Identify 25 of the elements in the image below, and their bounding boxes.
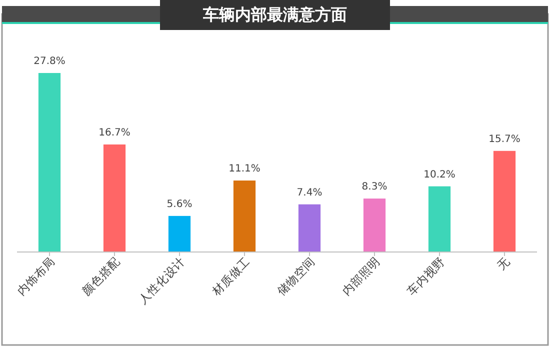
x-tick-label: 内饰布局 <box>14 254 58 298</box>
bar <box>233 180 256 252</box>
x-tick-label: 人性化设计 <box>136 254 188 307</box>
x-tick-label: 无 <box>494 254 513 273</box>
bar <box>493 150 516 252</box>
bar <box>298 204 321 252</box>
data-label: 8.3% <box>362 182 388 193</box>
bar <box>428 186 451 252</box>
data-label: 10.2% <box>424 169 456 180</box>
data-label: 15.7% <box>488 134 520 145</box>
x-tick-label: 颜色搭配 <box>79 254 123 298</box>
bar <box>363 198 386 252</box>
data-label: 11.1% <box>228 164 260 175</box>
bar <box>168 216 191 252</box>
bar <box>38 73 61 252</box>
x-tick-label: 材质做工 <box>208 254 253 299</box>
x-tick-label: 内部照明 <box>339 254 383 298</box>
chart-title: 车辆内部最满意方面 <box>202 5 347 24</box>
x-tick-label: 车内视野 <box>404 254 448 298</box>
data-label: 27.8% <box>34 56 66 67</box>
data-label: 5.6% <box>166 198 192 210</box>
data-label: 16.7% <box>98 127 130 138</box>
x-tick-label: 储物空间 <box>274 254 318 298</box>
data-label: 7.4% <box>296 187 322 198</box>
bar <box>103 144 126 252</box>
